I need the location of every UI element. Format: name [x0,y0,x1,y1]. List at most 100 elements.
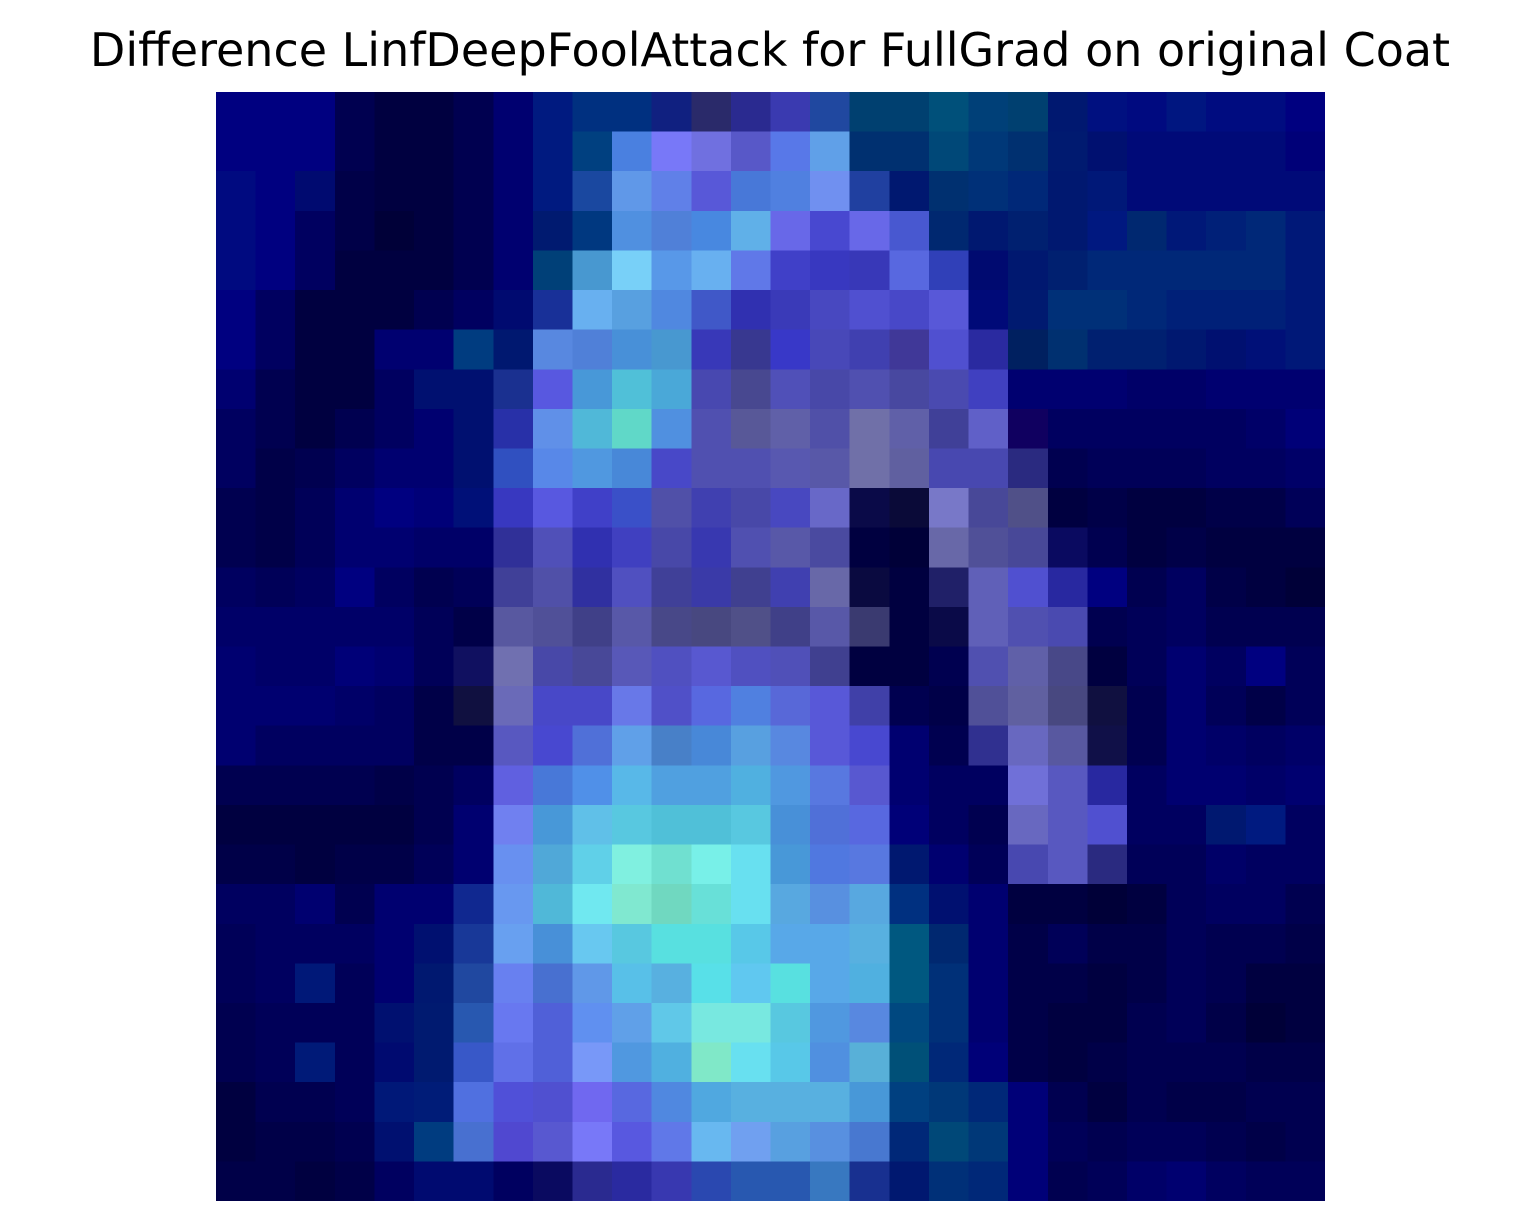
heatmap-cell [691,488,732,529]
heatmap-cell [572,1042,613,1083]
heatmap-cell [1285,210,1325,252]
heatmap-cell [572,606,613,648]
heatmap-cell [532,725,574,767]
heatmap-cell [374,131,415,173]
heatmap-cell [532,686,574,727]
heatmap-cell [889,1002,930,1044]
heatmap-cell [453,884,495,925]
heatmap-cell [216,804,257,846]
heatmap-cell [374,884,415,925]
heatmap-cell [1206,725,1247,767]
heatmap-cell [810,1121,851,1163]
heatmap-cell [1285,765,1325,806]
heatmap-cell [1008,448,1049,489]
heatmap-cell [1206,1161,1247,1201]
heatmap-cell [1245,844,1287,885]
heatmap-cell [928,725,970,767]
heatmap-cell [1285,369,1325,410]
heatmap-cell [1285,250,1325,291]
heatmap-cell [334,963,376,1004]
heatmap-cell [849,606,891,648]
heatmap-cell [1008,250,1049,291]
heatmap-cell [1087,567,1128,608]
heatmap-cell [216,567,257,608]
heatmap-cell [730,606,772,648]
heatmap-cell [770,1161,811,1201]
heatmap-cell [968,1161,1009,1201]
heatmap-cell [1166,527,1207,569]
heatmap-cell [1206,765,1247,806]
heatmap-cell [572,527,613,569]
heatmap-cell [770,844,811,885]
heatmap-cell [216,290,257,331]
heatmap-cell [770,884,811,925]
heatmap-cell [691,92,732,133]
heatmap-cell [968,1042,1009,1083]
heatmap-cell [414,686,455,727]
heatmap-cell [1087,804,1128,846]
heatmap-cell [1245,171,1287,212]
heatmap-cell [1166,1042,1207,1083]
heatmap-cell [691,884,732,925]
heatmap-cell [453,923,495,965]
heatmap-cell [612,250,653,291]
heatmap-cell [1087,1121,1128,1163]
heatmap-cell [849,686,891,727]
heatmap-cell [1047,725,1089,767]
heatmap-cell [691,804,732,846]
heatmap-cell [572,725,613,767]
heatmap-cell [968,686,1009,727]
heatmap-image [216,92,1325,1201]
heatmap-cell [216,408,257,450]
heatmap-cell [532,408,574,450]
heatmap-cell [295,1121,336,1163]
heatmap-cell [572,686,613,727]
heatmap-cell [414,329,455,371]
heatmap-cell [691,369,732,410]
heatmap-cell [453,1161,495,1201]
heatmap-cell [968,527,1009,569]
heatmap-cell [1087,527,1128,569]
heatmap-cell [493,290,534,331]
heatmap-cell [928,567,970,608]
heatmap-cell [453,963,495,1004]
heatmap-cell [334,844,376,885]
heatmap-cell [1245,646,1287,687]
heatmap-cell [295,725,336,767]
heatmap-cell [1047,290,1089,331]
heatmap-cell [414,1161,455,1201]
heatmap-cell [770,765,811,806]
heatmap-cell [374,488,415,529]
heatmap-cell [968,171,1009,212]
heatmap-cell [216,171,257,212]
heatmap-cell [334,210,376,252]
heatmap-cell [414,369,455,410]
heatmap-cell [493,369,534,410]
heatmap-cell [889,1161,930,1201]
heatmap-cell [849,488,891,529]
heatmap-cell [374,448,415,489]
heatmap-cell [493,686,534,727]
heatmap-cell [1126,250,1168,291]
heatmap-cell [651,884,693,925]
heatmap-cell [1245,290,1287,331]
heatmap-cell [1126,923,1168,965]
heatmap-cell [374,1082,415,1123]
heatmap-cell [1285,804,1325,846]
heatmap-cell [374,804,415,846]
heatmap-cell [1206,1121,1247,1163]
heatmap-cell [770,1121,811,1163]
heatmap-cell [532,290,574,331]
heatmap-cell [493,1042,534,1083]
heatmap-cell [730,131,772,173]
heatmap-cell [334,567,376,608]
heatmap-cell [1245,686,1287,727]
heatmap-cell [1285,290,1325,331]
heatmap-cell [572,448,613,489]
heatmap-cell [1087,408,1128,450]
heatmap-cell [928,448,970,489]
heatmap-cell [1206,606,1247,648]
heatmap-cell [414,844,455,885]
heatmap-cell [1166,1161,1207,1201]
heatmap-cell [1206,488,1247,529]
